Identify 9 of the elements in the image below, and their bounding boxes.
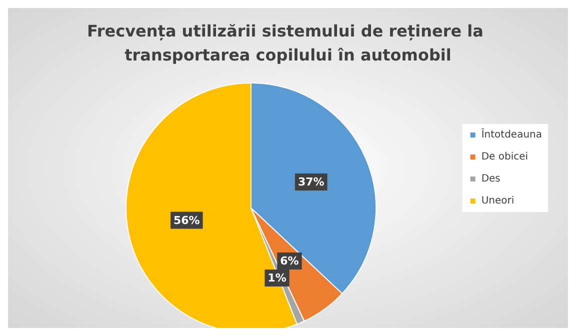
legend-label: Des xyxy=(481,174,500,184)
data-label: 56% xyxy=(173,214,200,227)
legend-label: De obicei xyxy=(481,152,528,162)
data-label: 6% xyxy=(280,254,299,268)
legend-label: Uneori xyxy=(481,196,514,206)
legend-label: Întotdeauna xyxy=(481,128,542,140)
chart-title: Frecvența utilizării sistemului de reținere la transportarea copilului în automobil xyxy=(86,22,490,64)
data-label: 37% xyxy=(298,175,324,188)
data-label: 1% xyxy=(268,271,286,284)
